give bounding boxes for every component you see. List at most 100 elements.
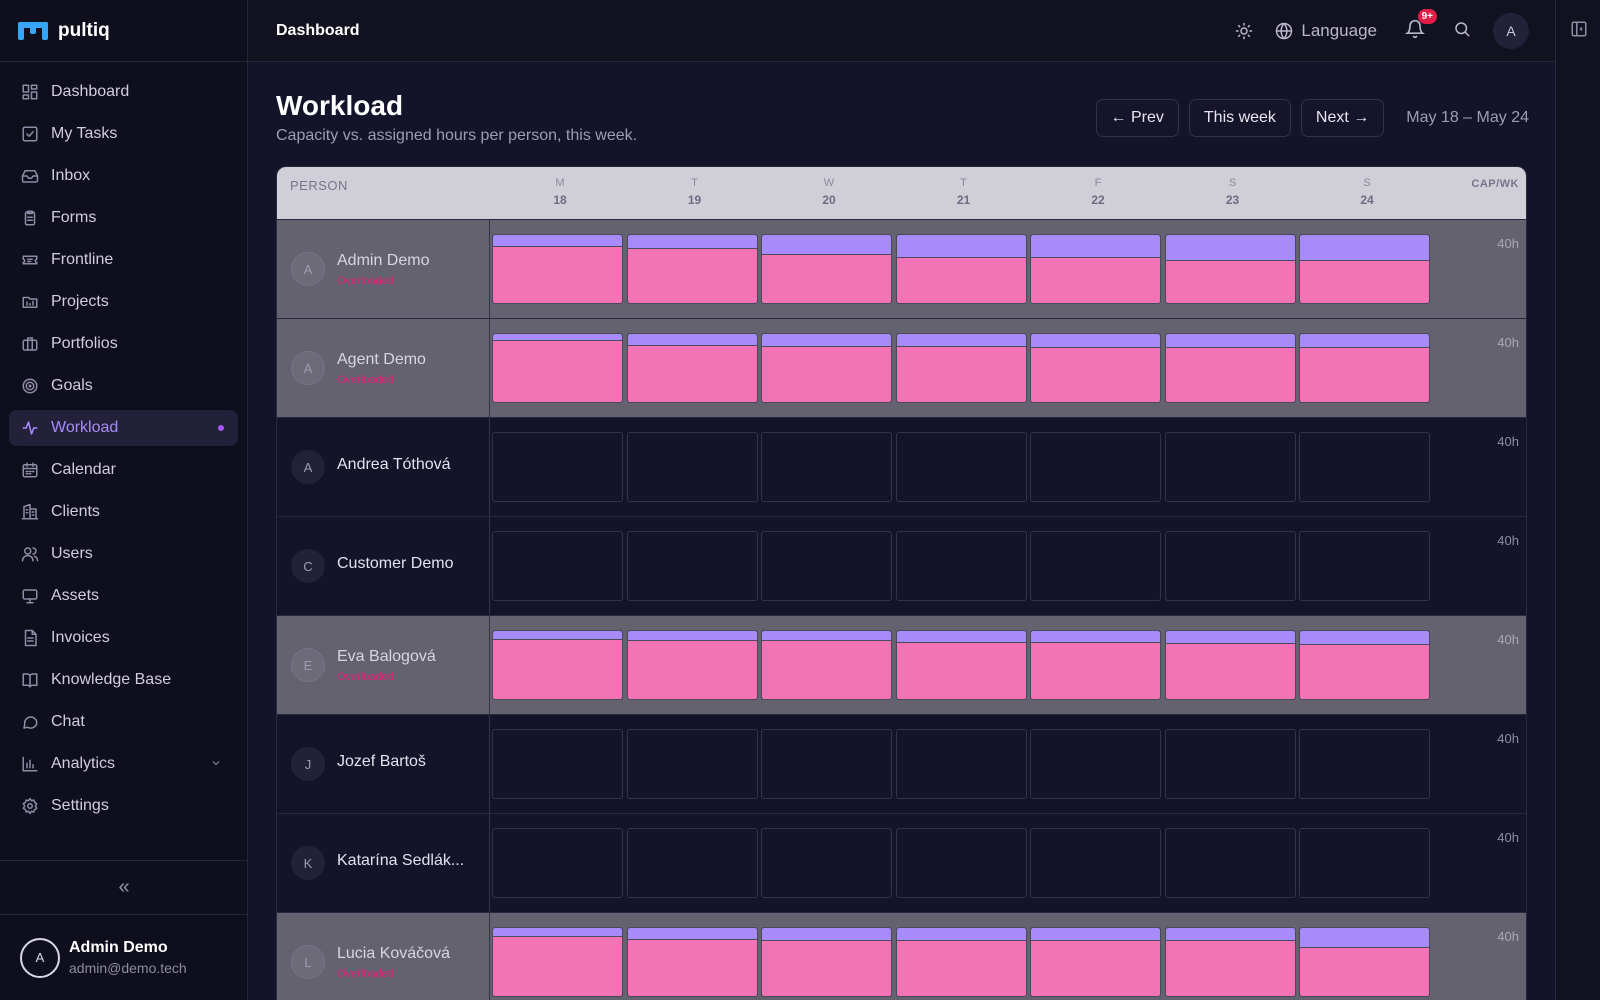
day-cell[interactable] bbox=[761, 828, 892, 898]
day-cell[interactable] bbox=[626, 432, 758, 502]
search-icon[interactable] bbox=[1453, 20, 1471, 43]
table-row[interactable]: A Admin Demo Overloaded 40h bbox=[277, 219, 1526, 318]
day-cell[interactable] bbox=[492, 531, 623, 601]
sidebar-item-my-tasks[interactable]: My Tasks bbox=[9, 116, 238, 152]
day-cell[interactable] bbox=[761, 333, 892, 403]
day-cell[interactable] bbox=[626, 333, 758, 403]
table-row[interactable]: K Katarína Sedlák... 40h bbox=[277, 813, 1526, 912]
day-cell[interactable] bbox=[895, 630, 1027, 700]
sidebar-item-projects[interactable]: Projects bbox=[9, 284, 238, 320]
day-cell[interactable] bbox=[1030, 729, 1161, 799]
panel-toggle-icon[interactable] bbox=[1570, 20, 1588, 43]
person-name[interactable]: Jozef Bartoš bbox=[337, 753, 426, 770]
day-cell[interactable] bbox=[1030, 630, 1161, 700]
day-cell[interactable] bbox=[1299, 234, 1430, 304]
day-cell[interactable] bbox=[1299, 333, 1430, 403]
person-name[interactable]: Lucia Kováčová bbox=[337, 945, 450, 962]
day-cell[interactable] bbox=[626, 234, 758, 304]
table-row[interactable]: E Eva Balogová Overloaded 40h bbox=[277, 615, 1526, 714]
chevron-down-icon[interactable] bbox=[210, 757, 222, 772]
person-name[interactable]: Katarína Sedlák... bbox=[337, 852, 465, 869]
day-cell[interactable] bbox=[1030, 432, 1161, 502]
sidebar-item-workload[interactable]: Workload bbox=[9, 410, 238, 446]
sidebar-item-invoices[interactable]: Invoices bbox=[9, 620, 238, 656]
day-cell[interactable] bbox=[492, 432, 623, 502]
day-cell[interactable] bbox=[1299, 729, 1430, 799]
sidebar-item-settings[interactable]: Settings bbox=[9, 788, 238, 824]
day-cell[interactable] bbox=[626, 531, 758, 601]
collapse-sidebar-button[interactable]: « bbox=[0, 860, 248, 915]
day-cell[interactable] bbox=[1299, 630, 1430, 700]
language-selector[interactable]: Language bbox=[1275, 21, 1377, 41]
prev-week-button[interactable]: ← Prev bbox=[1095, 99, 1179, 137]
sidebar-item-assets[interactable]: Assets bbox=[9, 578, 238, 614]
day-cell[interactable] bbox=[1299, 927, 1430, 997]
day-cell[interactable] bbox=[761, 630, 892, 700]
day-cell[interactable] bbox=[761, 531, 892, 601]
sidebar-item-inbox[interactable]: Inbox bbox=[9, 158, 238, 194]
day-cell[interactable] bbox=[895, 927, 1027, 997]
day-cell[interactable] bbox=[1164, 729, 1296, 799]
sidebar-item-goals[interactable]: Goals bbox=[9, 368, 238, 404]
sidebar-item-clients[interactable]: Clients bbox=[9, 494, 238, 530]
sidebar-item-users[interactable]: Users bbox=[9, 536, 238, 572]
day-cell[interactable] bbox=[895, 531, 1027, 601]
notifications-button[interactable]: 9+ bbox=[1404, 8, 1437, 44]
day-cell[interactable] bbox=[626, 828, 758, 898]
person-name[interactable]: Agent Demo bbox=[337, 351, 426, 368]
table-row[interactable]: C Customer Demo 40h bbox=[277, 516, 1526, 615]
day-cell[interactable] bbox=[761, 432, 892, 502]
sidebar-item-forms[interactable]: Forms bbox=[9, 200, 238, 236]
day-cell[interactable] bbox=[761, 927, 892, 997]
table-row[interactable]: A Agent Demo Overloaded 40h bbox=[277, 318, 1526, 417]
day-cell[interactable] bbox=[895, 729, 1027, 799]
day-cell[interactable] bbox=[1030, 828, 1161, 898]
day-cell[interactable] bbox=[895, 234, 1027, 304]
sidebar-item-portfolios[interactable]: Portfolios bbox=[9, 326, 238, 362]
day-cell[interactable] bbox=[626, 927, 758, 997]
day-cell[interactable] bbox=[1164, 927, 1296, 997]
sidebar-item-frontline[interactable]: Frontline bbox=[9, 242, 238, 278]
day-cell[interactable] bbox=[1299, 432, 1430, 502]
table-row[interactable]: J Jozef Bartoš 40h bbox=[277, 714, 1526, 813]
day-cell[interactable] bbox=[492, 234, 623, 304]
day-cell[interactable] bbox=[1164, 432, 1296, 502]
day-cell[interactable] bbox=[492, 630, 623, 700]
person-name[interactable]: Customer Demo bbox=[337, 555, 454, 572]
theme-toggle-sun-icon[interactable] bbox=[1235, 22, 1253, 40]
day-cell[interactable] bbox=[1164, 234, 1296, 304]
sidebar-item-knowledge-base[interactable]: Knowledge Base bbox=[9, 662, 238, 698]
breadcrumb[interactable]: Dashboard bbox=[276, 21, 360, 39]
day-cell[interactable] bbox=[895, 432, 1027, 502]
sidebar-item-dashboard[interactable]: Dashboard bbox=[9, 74, 238, 110]
this-week-button[interactable]: This week bbox=[1188, 99, 1291, 137]
day-cell[interactable] bbox=[492, 927, 623, 997]
day-cell[interactable] bbox=[626, 630, 758, 700]
day-cell[interactable] bbox=[626, 729, 758, 799]
person-name[interactable]: Andrea Tóthová bbox=[337, 456, 451, 473]
sidebar-item-chat[interactable]: Chat bbox=[9, 704, 238, 740]
day-cell[interactable] bbox=[492, 333, 623, 403]
day-cell[interactable] bbox=[1299, 828, 1430, 898]
sidebar-item-analytics[interactable]: Analytics bbox=[9, 746, 238, 782]
sidebar-item-calendar[interactable]: Calendar bbox=[9, 452, 238, 488]
day-cell[interactable] bbox=[1299, 531, 1430, 601]
avatar[interactable]: A bbox=[1493, 13, 1529, 49]
day-cell[interactable] bbox=[895, 333, 1027, 403]
day-cell[interactable] bbox=[895, 828, 1027, 898]
day-cell[interactable] bbox=[1030, 333, 1161, 403]
day-cell[interactable] bbox=[1164, 630, 1296, 700]
day-cell[interactable] bbox=[492, 828, 623, 898]
day-cell[interactable] bbox=[1164, 333, 1296, 403]
table-row[interactable]: L Lucia Kováčová Overloaded 40h bbox=[277, 912, 1526, 1000]
person-name[interactable]: Eva Balogová bbox=[337, 648, 436, 665]
person-name[interactable]: Admin Demo bbox=[337, 252, 430, 269]
day-cell[interactable] bbox=[761, 234, 892, 304]
day-cell[interactable] bbox=[761, 729, 892, 799]
brand[interactable]: pultiq bbox=[0, 0, 247, 62]
user-card[interactable]: A Admin Demo admin@demo.tech bbox=[0, 915, 248, 1000]
day-cell[interactable] bbox=[1030, 234, 1161, 304]
day-cell[interactable] bbox=[492, 729, 623, 799]
day-cell[interactable] bbox=[1030, 531, 1161, 601]
table-row[interactable]: A Andrea Tóthová 40h bbox=[277, 417, 1526, 516]
